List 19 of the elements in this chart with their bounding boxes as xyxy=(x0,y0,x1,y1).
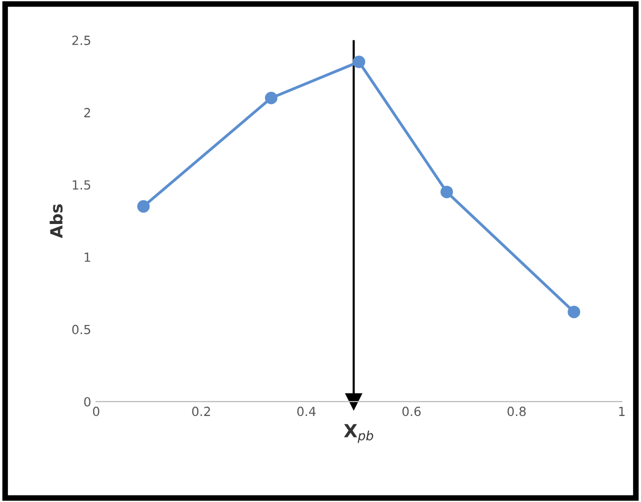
x-tick-label: 0 xyxy=(93,406,100,416)
y-tick-label: 1.5 xyxy=(72,180,90,190)
y-tick-label: 1 xyxy=(84,252,90,262)
point xyxy=(264,92,278,104)
x-tick-label: 0.6 xyxy=(402,406,421,416)
x-tick-label: 0.8 xyxy=(508,406,526,416)
x-tick-label: 1 xyxy=(619,406,625,416)
point xyxy=(137,200,150,213)
x-axis-title: X$_{pb}$ xyxy=(344,424,374,443)
x-tick-label: 0.2 xyxy=(192,406,210,416)
y-tick-label: 0.5 xyxy=(72,324,90,334)
y-axis-title: Abs xyxy=(50,204,63,238)
point xyxy=(440,186,453,198)
y-tick-label: 2.5 xyxy=(72,36,90,46)
y-tick-label: 0 xyxy=(84,397,90,407)
y-tick-label: 2 xyxy=(84,108,90,118)
point xyxy=(352,56,366,68)
x-tick-label: 0.4 xyxy=(297,406,316,416)
point xyxy=(568,306,580,318)
